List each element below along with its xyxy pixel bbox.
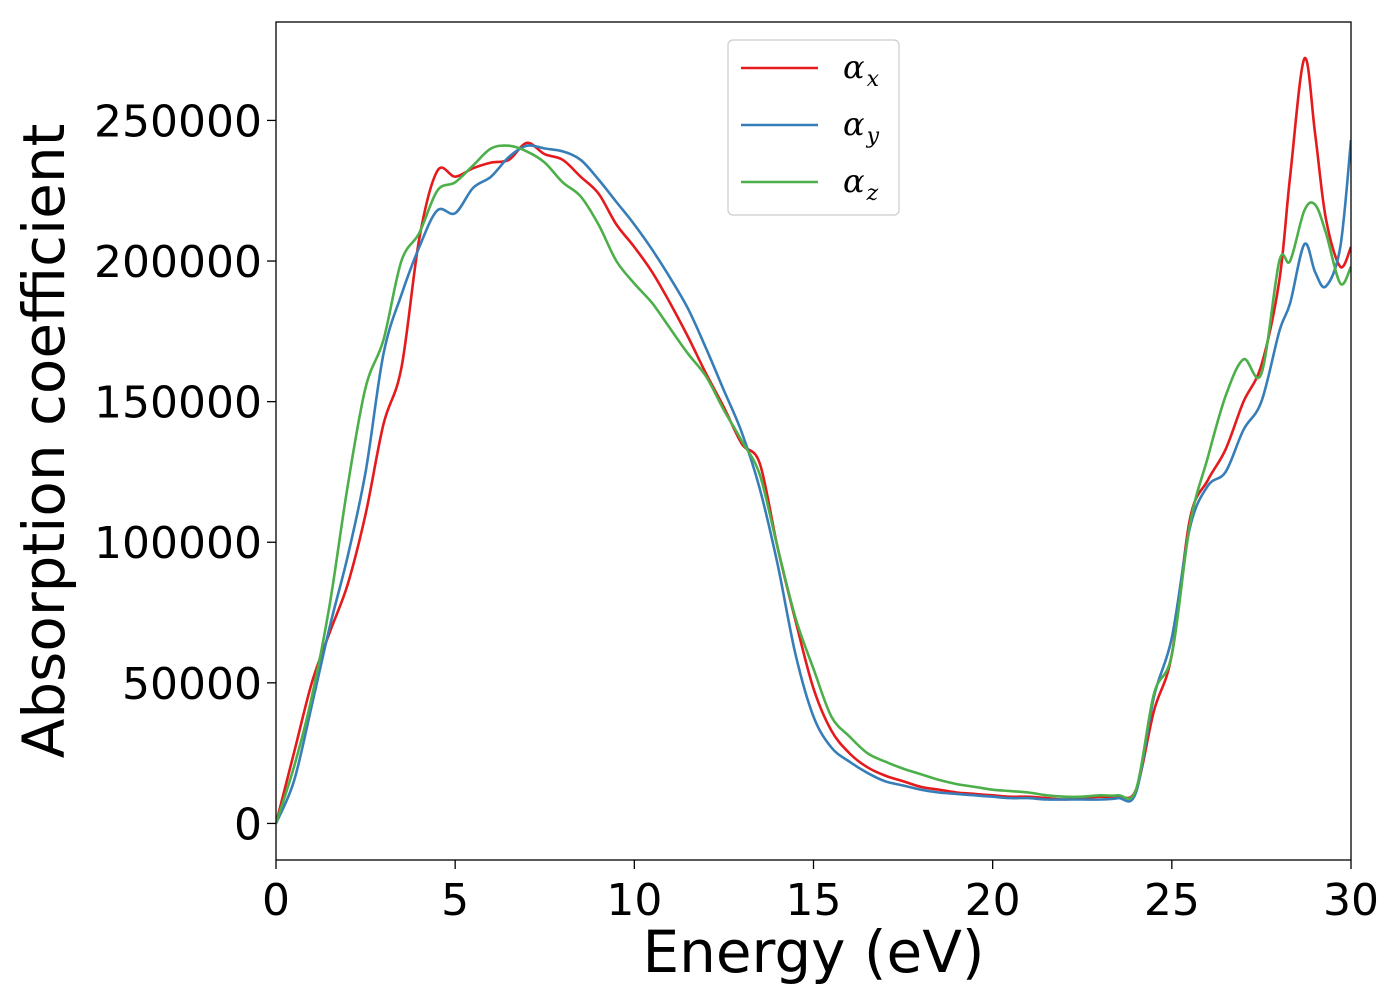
x-tick-label: 20	[965, 875, 1021, 926]
series-line-x	[276, 56, 1351, 824]
x-axis: 0 5 10 15 20 25 30	[262, 860, 1379, 926]
legend-box	[727, 39, 900, 216]
series-line-y	[276, 139, 1351, 824]
x-axis-title: Energy (eV)	[642, 918, 984, 986]
y-axis-title: Absorption coefficient	[10, 124, 78, 759]
y-tick-label: 0	[234, 799, 262, 850]
y-tick-label: 50000	[122, 659, 262, 710]
x-tick-label: 25	[1144, 875, 1200, 926]
x-tick-label: 15	[786, 875, 842, 926]
y-tick-label: 100000	[94, 518, 262, 569]
series-line-z	[276, 144, 1351, 824]
y-axis: 0 50000 100000 150000 200000 250000	[94, 96, 276, 850]
x-tick-label: 0	[262, 875, 290, 926]
x-tick-label: 5	[441, 875, 469, 926]
x-tick-label: 30	[1323, 875, 1379, 926]
series-layer	[276, 56, 1351, 824]
y-tick-label: 200000	[94, 237, 262, 288]
y-tick-label: 150000	[94, 378, 262, 429]
x-tick-label: 10	[606, 875, 662, 926]
y-tick-label: 250000	[94, 96, 262, 147]
